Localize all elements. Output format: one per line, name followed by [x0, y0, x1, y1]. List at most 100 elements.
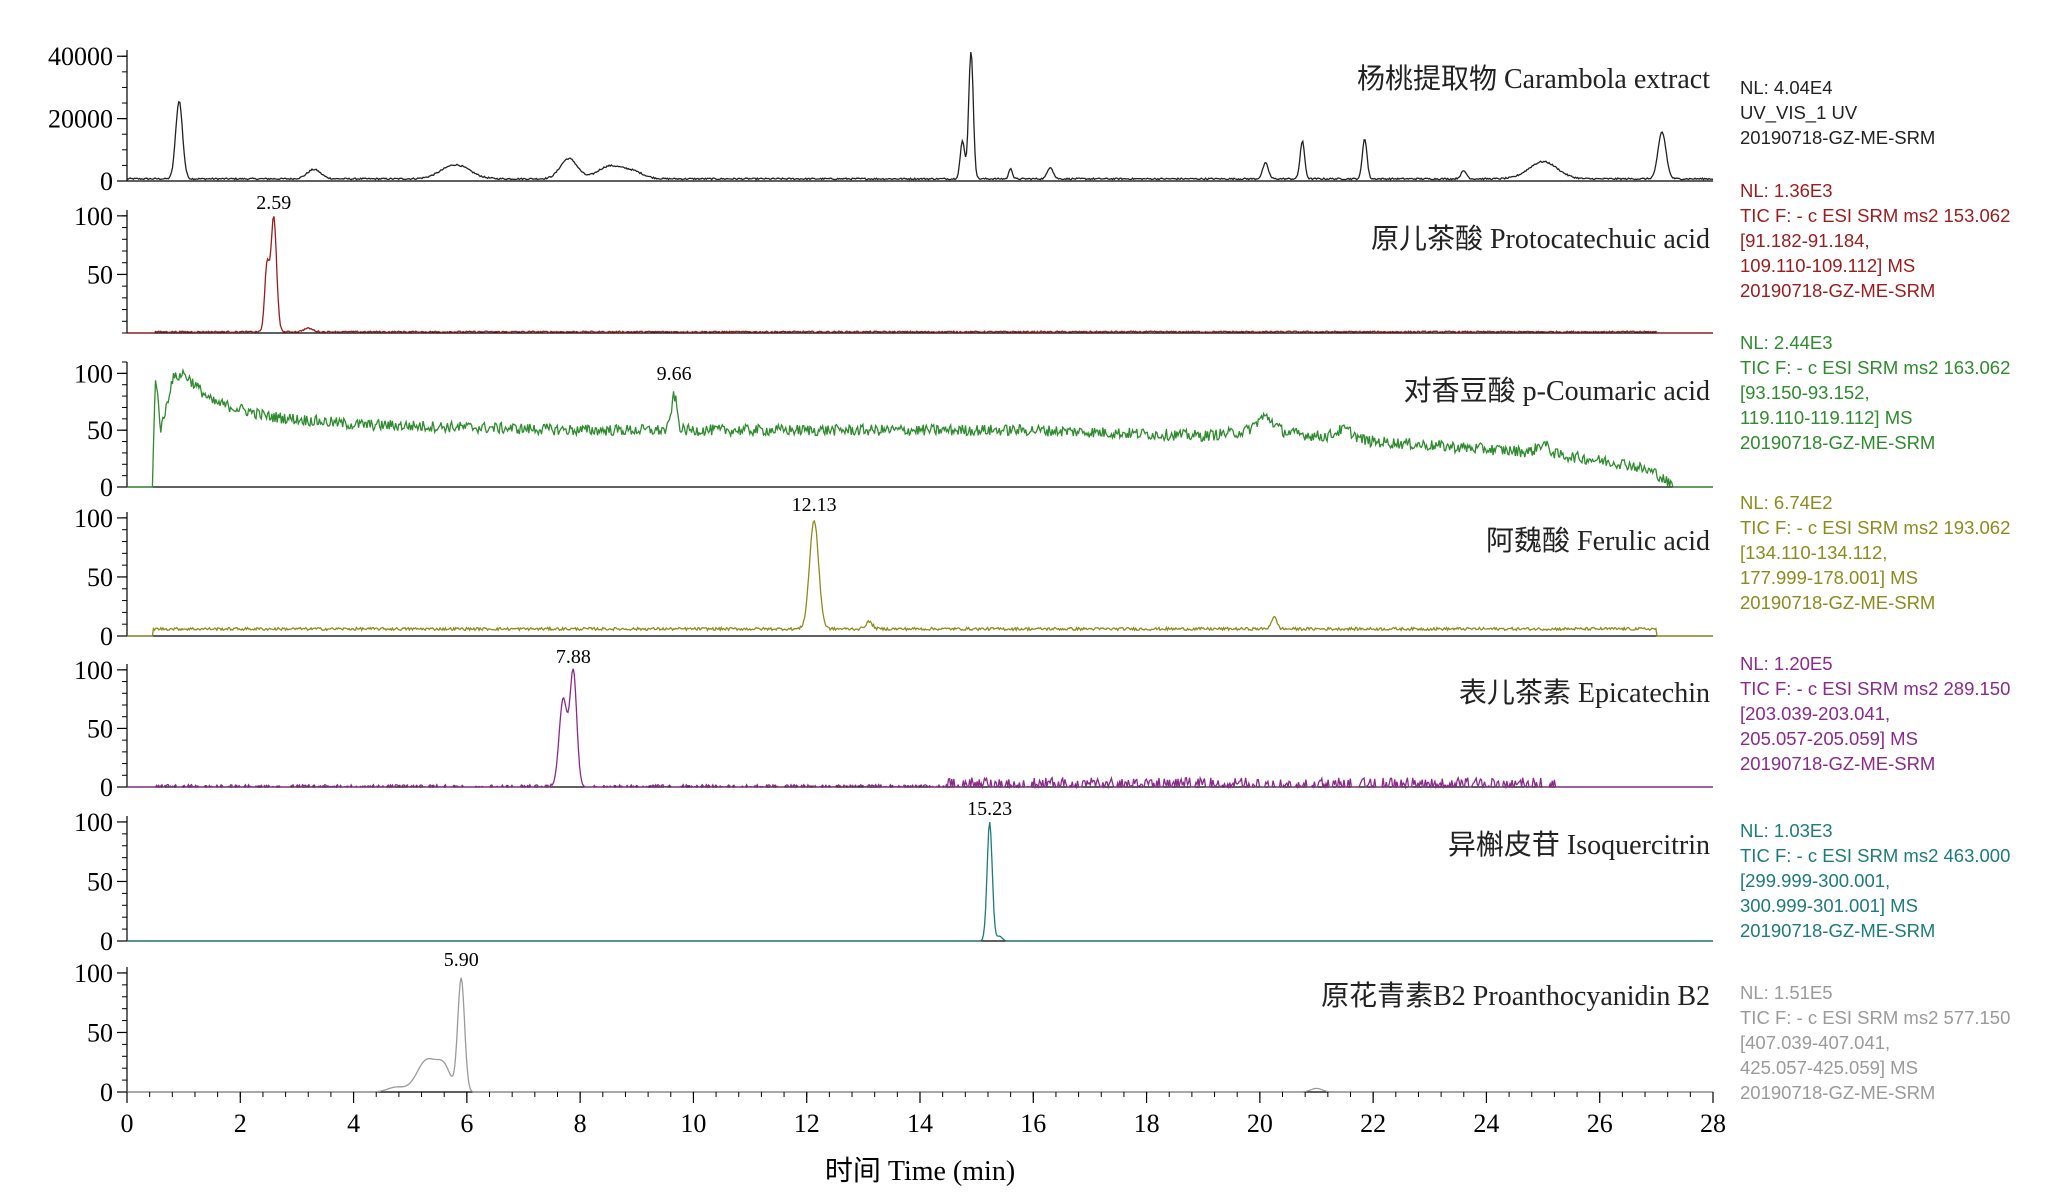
y-tick-label: 100 [74, 959, 113, 988]
peak-label-protocatechuic: 2.59 [256, 192, 291, 214]
info-block-ferulic: NL: 6.74E2 TIC F: - c ESI SRM ms2 193.062… [1740, 492, 2010, 613]
y-tick-label: 50 [87, 260, 113, 289]
panel-uv: 40000 20000 0 杨桃提取物 Carambola extract NL: 4.… [48, 42, 1935, 196]
y-tick-label: 100 [74, 504, 113, 533]
y-tick-label: 0 [100, 773, 113, 802]
info-line: NL: 1.36E3 [1740, 180, 1833, 201]
panel-title-protocatechuic: 原儿茶酸 Protocatechuic acid [1371, 223, 1710, 255]
y-tick-label: 40000 [48, 42, 113, 71]
info-line: NL: 2.44E3 [1740, 332, 1833, 353]
info-line: 20190718-GZ-ME-SRM [1740, 127, 1935, 148]
info-line: 20190718-GZ-ME-SRM [1740, 753, 1935, 774]
info-line: 20190718-GZ-ME-SRM [1740, 432, 1935, 453]
info-line: 300.999-301.001] MS [1740, 895, 1918, 916]
y-tick-label: 0 [100, 167, 113, 196]
info-line: [407.039-407.041, [1740, 1032, 1890, 1053]
trace-epicatechin [127, 668, 1713, 790]
panel-title-ferulic: 阿魏酸 Ferulic acid [1486, 525, 1710, 557]
y-tick-label: 100 [74, 656, 113, 685]
info-line: TIC F: - c ESI SRM ms2 463.000 [1740, 845, 2010, 866]
info-line: TIC F: - c ESI SRM ms2 163.062 [1740, 357, 2010, 378]
y-tick-label: 50 [87, 714, 113, 743]
y-tick-label: 100 [74, 359, 113, 388]
panel-title-isoquercitrin: 异槲皮苷 Isoquercitrin [1448, 829, 1710, 861]
peak-label-isoquercitrin: 15.23 [967, 798, 1012, 820]
y-tick-label: 50 [87, 416, 113, 445]
x-tick-label: 2 [234, 1109, 247, 1138]
info-line: 20190718-GZ-ME-SRM [1740, 592, 1935, 613]
info-line: TIC F: - c ESI SRM ms2 153.062 [1740, 205, 2010, 226]
info-line: TIC F: - c ESI SRM ms2 289.150 [1740, 678, 2010, 699]
y-tick-label: 0 [100, 1078, 113, 1107]
panel-ferulic: 100 50 0 12.13 阿魏酸 Ferulic acid NL: 6.74E2 TIC… [74, 492, 2010, 651]
x-tick-label: 18 [1134, 1109, 1160, 1138]
y-tick-label: 0 [100, 927, 113, 956]
panel-title-coumaric: 对香豆酸 p-Coumaric acid [1404, 375, 1710, 407]
info-block-isoquercitrin: NL: 1.03E3 TIC F: - c ESI SRM ms2 463.000… [1740, 820, 2010, 941]
x-tick-label: 26 [1587, 1109, 1613, 1138]
x-tick-label: 4 [347, 1109, 360, 1138]
x-tick-label: 22 [1360, 1109, 1386, 1138]
x-tick-label: 28 [1700, 1109, 1726, 1138]
y-tick-label: 20000 [48, 105, 113, 134]
panel-proanthocyanidin: 100 50 0 5.90 原花青素B2 Proanthocyanidin B2 NL: … [74, 949, 2010, 1107]
x-axis-label: 时间 Time (min) [825, 1155, 1015, 1187]
x-tick-label: 0 [121, 1109, 134, 1138]
peak-label-proanthocyanidin: 5.90 [444, 949, 479, 971]
x-tick-label: 6 [460, 1109, 473, 1138]
y-tick-label: 0 [100, 473, 113, 502]
panel-epicatechin: 100 50 0 7.88 表儿茶素 Epicatechin NL: 1.20E5 TIC … [74, 646, 2010, 802]
trace-ferulic [127, 519, 1713, 637]
y-tick-label: 0 [100, 622, 113, 651]
x-tick-label: 8 [574, 1109, 587, 1138]
panel-isoquercitrin: 100 50 0 15.23 异槲皮苷 Isoquercitrin NL: 1.03E3 T… [74, 798, 2010, 956]
info-line: NL: 1.20E5 [1740, 653, 1833, 674]
info-line: 425.057-425.059] MS [1740, 1057, 1918, 1078]
panel-protocatechuic: 100 50 2.59 原儿茶酸 Protocatechuic acid NL: 1.3… [74, 180, 2010, 334]
info-line: 205.057-205.059] MS [1740, 728, 1918, 749]
info-line: NL: 4.04E4 [1740, 77, 1833, 98]
trace-uv [126, 52, 1714, 181]
info-line: 20190718-GZ-ME-SRM [1740, 280, 1935, 301]
info-line: NL: 1.03E3 [1740, 820, 1833, 841]
info-block-epicatechin: NL: 1.20E5 TIC F: - c ESI SRM ms2 289.150… [1740, 653, 2010, 774]
panel-title-uv: 杨桃提取物 Carambola extract [1357, 63, 1710, 95]
info-line: [299.999-300.001, [1740, 870, 1890, 891]
peak-label-ferulic: 12.13 [792, 494, 837, 516]
info-line: [134.110-134.112, [1740, 542, 1887, 563]
x-tick-label: 14 [907, 1109, 933, 1138]
info-line: UV_VIS_1 UV [1740, 102, 1858, 124]
x-tick-label: 20 [1247, 1109, 1273, 1138]
info-block-protocatechuic: NL: 1.36E3 TIC F: - c ESI SRM ms2 153.062… [1740, 180, 2010, 301]
x-tick-label: 12 [794, 1109, 820, 1138]
info-line: [91.182-91.184, [1740, 230, 1870, 251]
info-line: 20190718-GZ-ME-SRM [1740, 1082, 1935, 1103]
info-line: [93.150-93.152, [1740, 382, 1870, 403]
x-tick-label: 16 [1020, 1109, 1046, 1138]
panel-coumaric: 100 50 0 9.66 对香豆酸 p-Coumaric acid NL: 2.44E3… [74, 332, 2010, 502]
trace-coumaric [127, 367, 1713, 488]
info-line: 177.999-178.001] MS [1740, 567, 1918, 588]
trace-isoquercitrin [127, 822, 1713, 942]
y-tick-label: 50 [87, 563, 113, 592]
trace-protocatechuic [127, 216, 1713, 334]
info-line: 119.110-119.112] MS [1740, 407, 1912, 428]
y-tick-label: 100 [74, 202, 113, 231]
info-line: [203.039-203.041, [1740, 703, 1890, 724]
x-tick-label: 24 [1473, 1109, 1499, 1138]
y-tick-label: 100 [74, 808, 113, 837]
info-block-coumaric: NL: 2.44E3 TIC F: - c ESI SRM ms2 163.062… [1740, 332, 2010, 453]
info-block-uv: NL: 4.04E4 UV_VIS_1 UV 20190718-GZ-ME-SRM [1740, 77, 1935, 148]
info-line: NL: 1.51E5 [1740, 982, 1833, 1003]
panel-title-epicatechin: 表儿茶素 Epicatechin [1459, 677, 1710, 709]
info-line: TIC F: - c ESI SRM ms2 193.062 [1740, 517, 2010, 538]
info-line: TIC F: - c ESI SRM ms2 577.150 [1740, 1007, 2010, 1028]
info-line: NL: 6.74E2 [1740, 492, 1833, 513]
info-block-proanthocyanidin: NL: 1.51E5 TIC F: - c ESI SRM ms2 577.150… [1740, 982, 2010, 1103]
info-line: 20190718-GZ-ME-SRM [1740, 920, 1935, 941]
x-tick-label: 10 [680, 1109, 706, 1138]
info-line: 109.110-109.112] MS [1740, 255, 1915, 276]
